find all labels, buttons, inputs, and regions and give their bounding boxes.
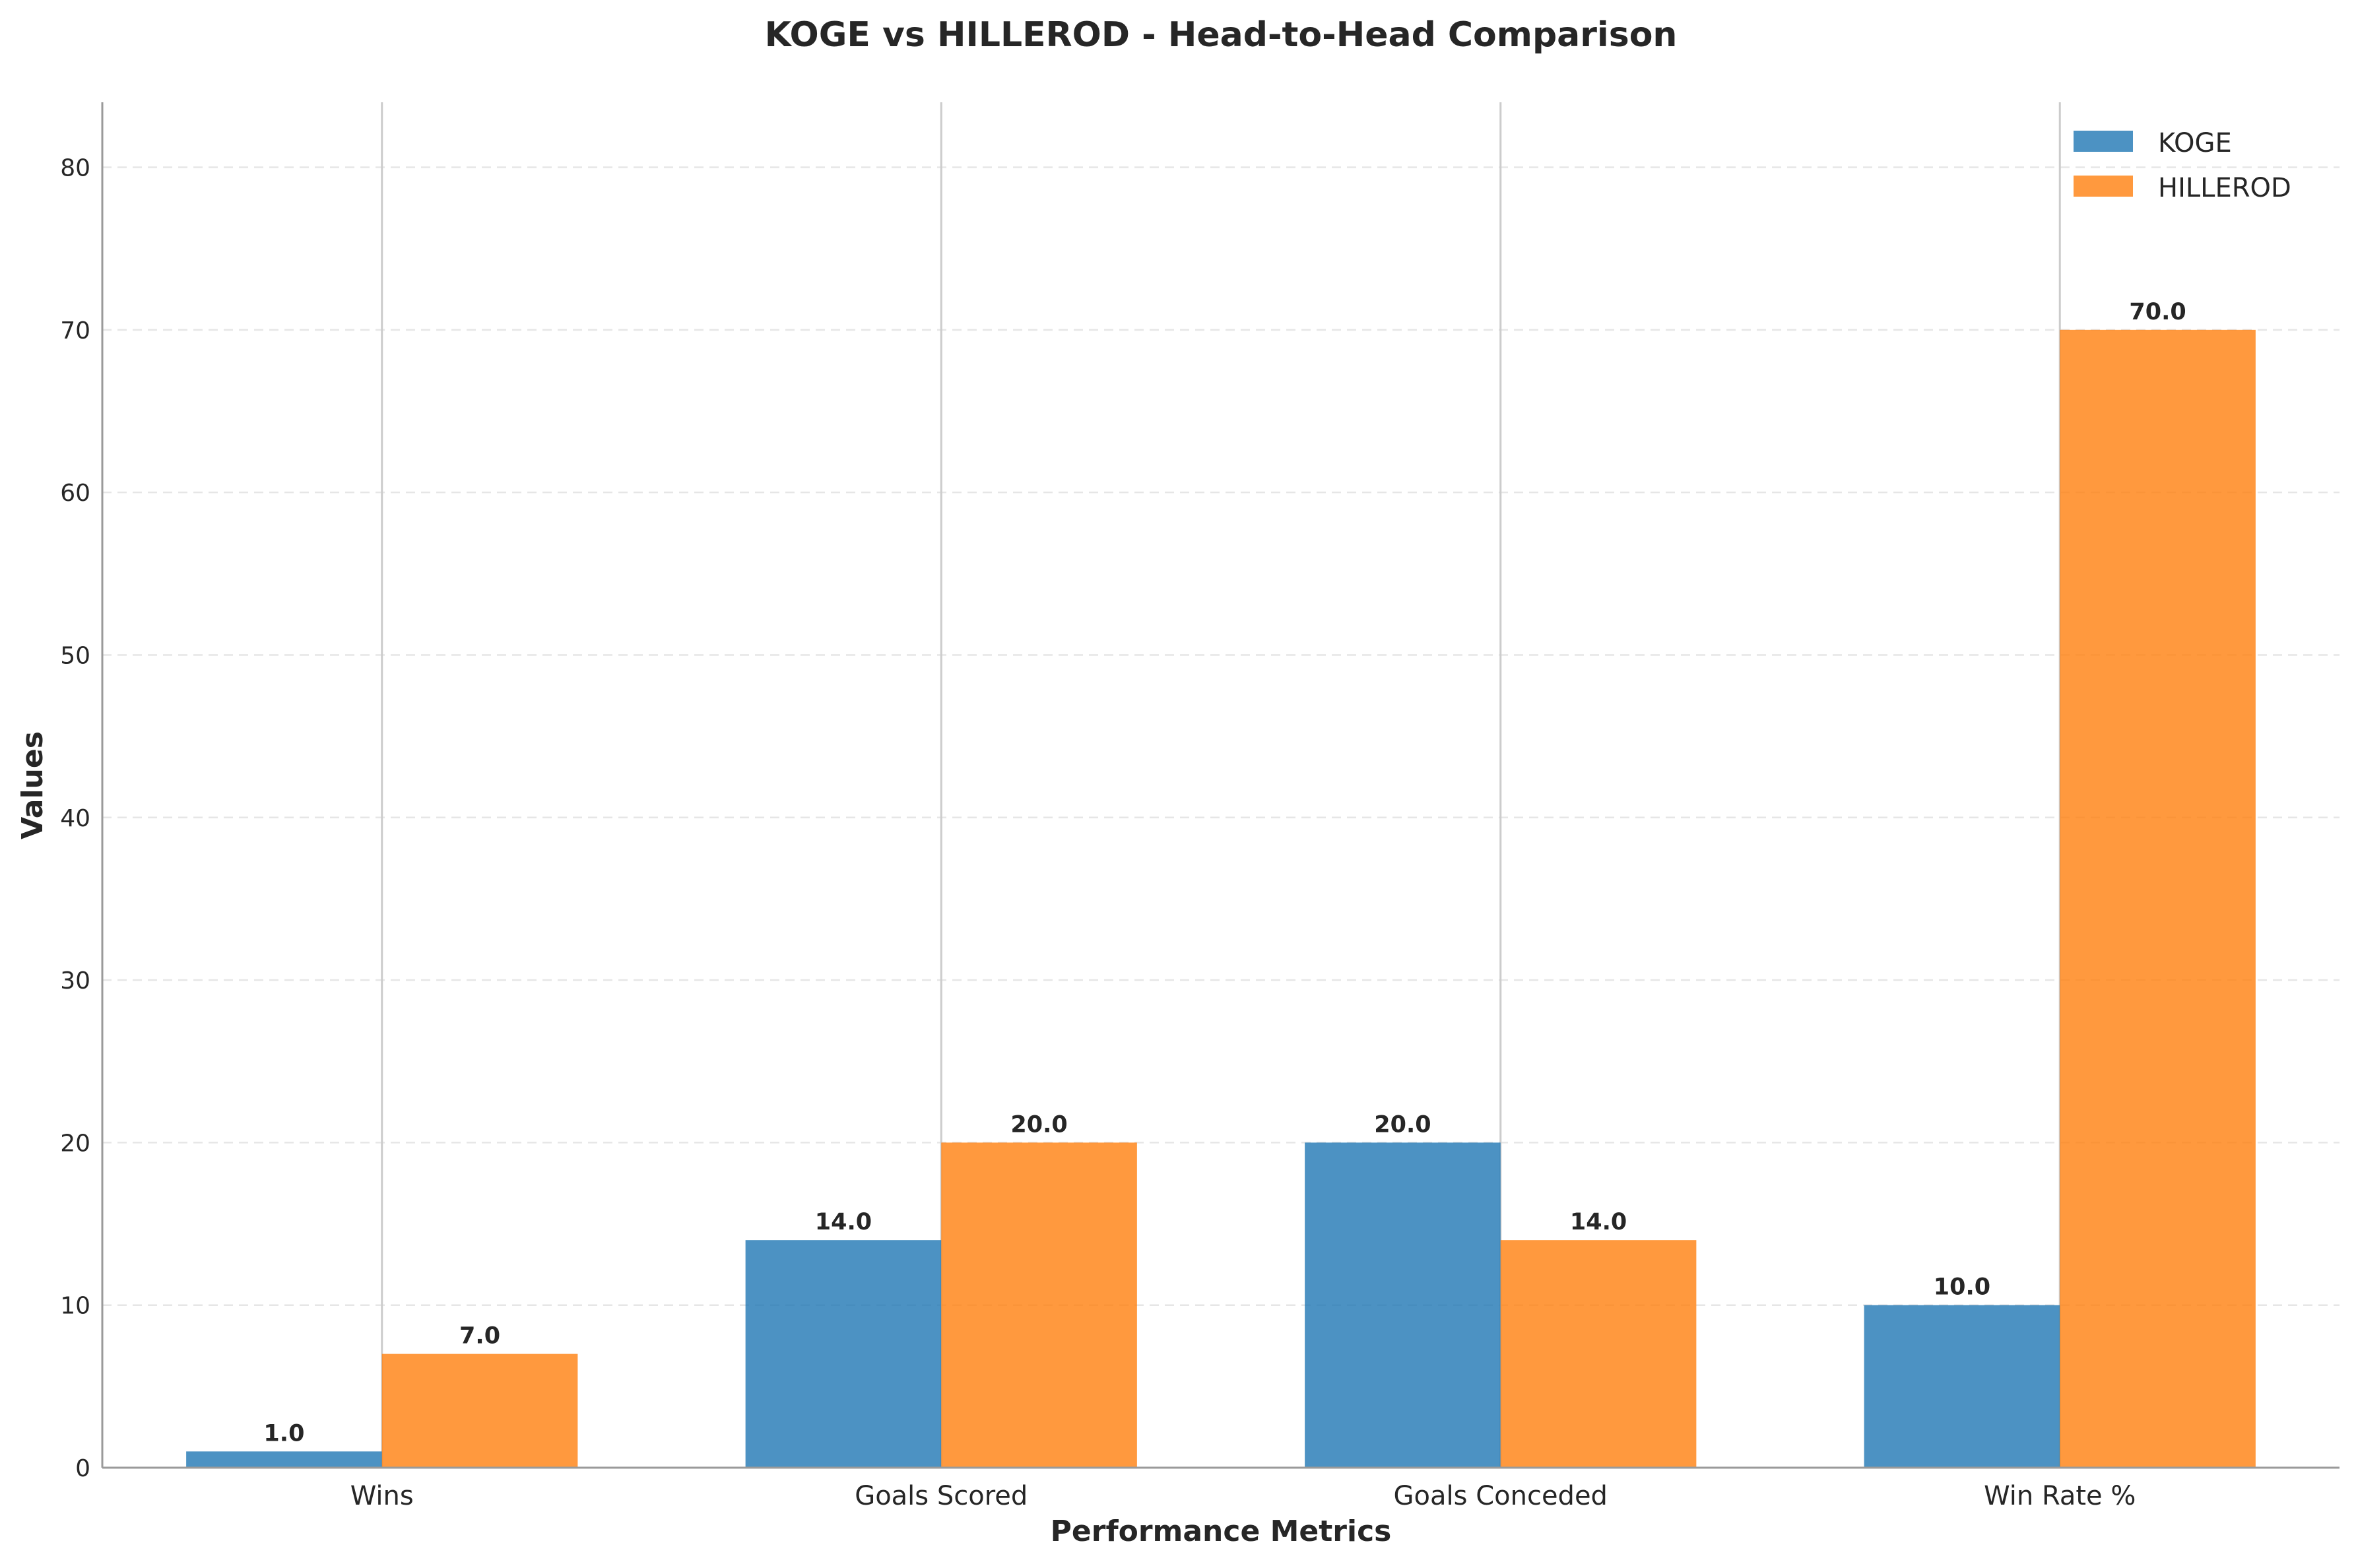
data-label: 10.0 (1934, 1274, 1990, 1301)
bar-hillerod-0 (381, 1354, 578, 1468)
legend: KOGE HILLEROD (2074, 128, 2291, 203)
bar-koge-0 (186, 1451, 382, 1468)
y-tick-label: 60 (60, 480, 90, 507)
bar-koge-2 (1305, 1142, 1501, 1468)
legend-swatch-hillerod (2074, 176, 2133, 197)
legend-swatch-koge (2074, 131, 2133, 152)
data-label: 70.0 (2129, 299, 2186, 325)
bar-koge-1 (745, 1240, 942, 1468)
y-tick-label: 10 (60, 1293, 90, 1320)
data-label: 1.0 (263, 1420, 304, 1447)
data-label: 20.0 (1010, 1111, 1067, 1138)
legend-label-hillerod: HILLEROD (2158, 173, 2291, 203)
data-label: 14.0 (815, 1209, 872, 1235)
y-tick-label: 30 (60, 967, 90, 995)
bar-hillerod-1 (941, 1142, 1137, 1468)
y-tick-label: 50 (60, 642, 90, 669)
y-axis-ticks: 0 10 20 30 40 50 60 70 80 (60, 155, 90, 1482)
data-label: 7.0 (459, 1323, 500, 1350)
y-axis-label: Values (16, 731, 49, 839)
y-tick-label: 0 (75, 1455, 90, 1482)
legend-label-koge: KOGE (2158, 128, 2232, 158)
x-axis-label: Performance Metrics (1051, 1515, 1392, 1548)
data-labels: 1.0 14.0 20.0 10.0 7.0 20.0 14.0 70.0 (263, 299, 2186, 1447)
data-label: 14.0 (1570, 1209, 1627, 1235)
bar-koge-3 (1864, 1305, 2060, 1468)
bar-hillerod-3 (2060, 329, 2256, 1468)
x-tick-label: Goals Conceded (1394, 1481, 1608, 1511)
y-tick-label: 80 (60, 155, 90, 182)
x-axis-ticks: Wins Goals Scored Goals Conceded Win Rate % (350, 1481, 2136, 1511)
bar-hillerod-2 (1500, 1240, 1697, 1468)
data-label: 20.0 (1374, 1111, 1431, 1138)
chart-title: KOGE vs HILLEROD - Head-to-Head Comparis… (765, 15, 1678, 55)
x-tick-label: Win Rate % (1984, 1481, 2136, 1511)
x-tick-label: Wins (350, 1481, 414, 1511)
bars (186, 329, 2256, 1468)
gridlines (102, 166, 2340, 1306)
y-tick-label: 20 (60, 1130, 90, 1157)
x-tick-label: Goals Scored (855, 1481, 1028, 1511)
y-tick-label: 70 (60, 317, 90, 344)
y-tick-label: 40 (60, 805, 90, 832)
